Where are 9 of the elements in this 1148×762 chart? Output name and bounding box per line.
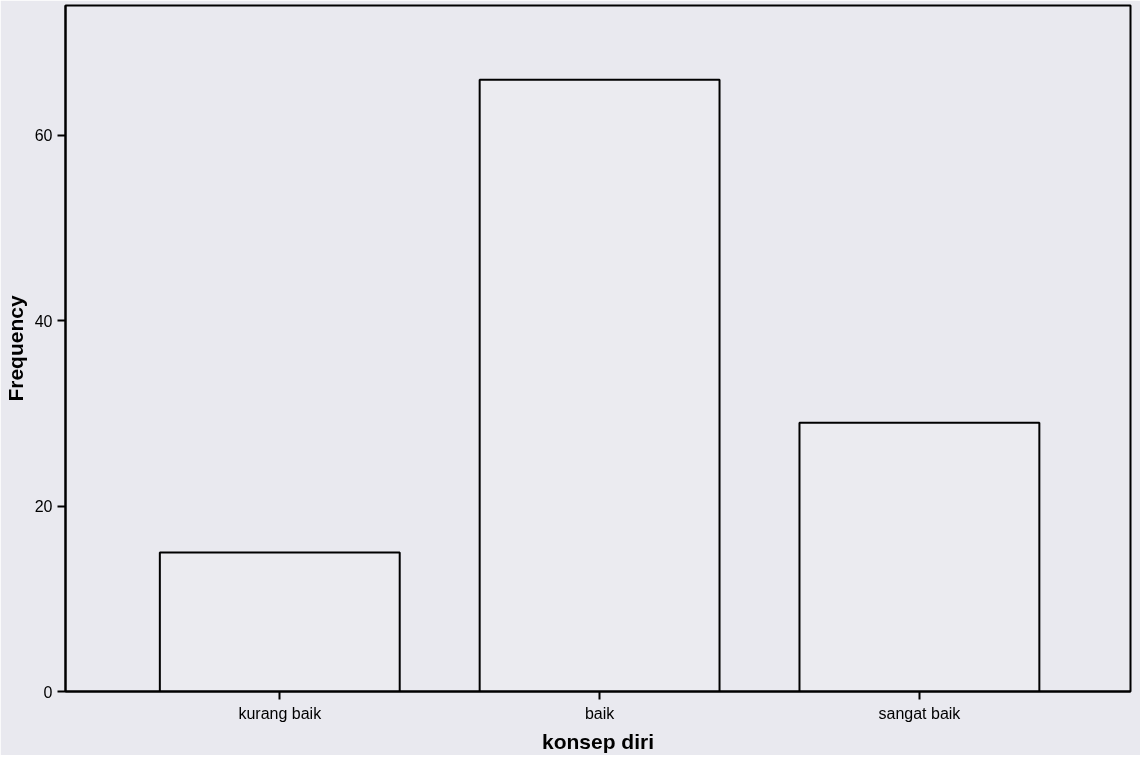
y-axis-title: Frequency [3, 295, 27, 402]
x-axis-title: konsep diri [541, 729, 655, 753]
x-tick-label: baik [584, 704, 616, 722]
y-tick-label: 40 [34, 312, 53, 330]
y-tick-label: 0 [43, 683, 53, 701]
y-tick-label: 20 [34, 498, 53, 516]
x-tick-label: sangat baik [878, 704, 962, 722]
x-tick-label: kurang baik [238, 704, 323, 722]
y-tick-label: 60 [34, 127, 53, 145]
